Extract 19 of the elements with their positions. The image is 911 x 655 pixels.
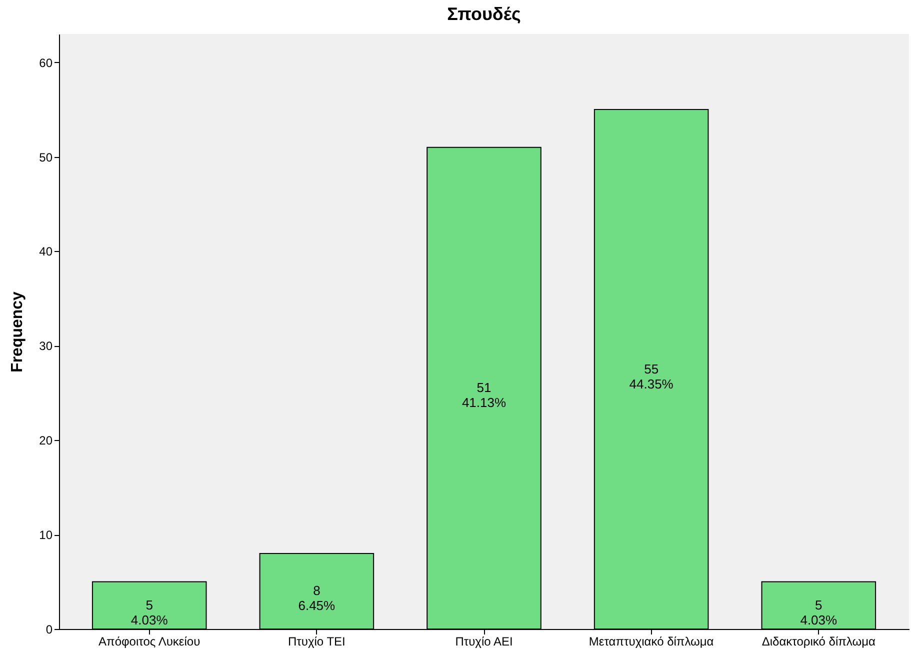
- y-tick-label: 30: [39, 339, 53, 354]
- x-tick-label: Απόφοιτος Λυκείου: [98, 634, 200, 648]
- x-tick-label: Πτυχίο ΑΕΙ: [455, 634, 513, 648]
- chart-title: Σπουδές: [447, 4, 521, 24]
- y-tick-label: 10: [39, 528, 53, 542]
- y-tick-label: 40: [39, 244, 53, 259]
- data-label: 5 4.03%: [130, 597, 168, 628]
- y-tick-label: 0: [46, 622, 53, 636]
- y-tick-label: 50: [39, 150, 53, 164]
- data-label: 8 6.45%: [298, 583, 336, 614]
- data-label: 51 41.13%: [462, 380, 506, 410]
- x-tick-label: Μεταπτυχιακό δίπλωμα: [588, 634, 714, 648]
- y-axis-title: Frequency: [9, 291, 26, 372]
- data-label: 5 4.03%: [800, 597, 838, 628]
- y-tick-label: 60: [39, 56, 53, 70]
- y-tick-label: 20: [39, 434, 53, 448]
- x-tick-label: Διδακτορικό δίπλωμα: [762, 634, 876, 648]
- x-tick-label: Πτυχίο ΤΕΙ: [288, 634, 346, 648]
- data-label: 55 44.35%: [629, 361, 674, 392]
